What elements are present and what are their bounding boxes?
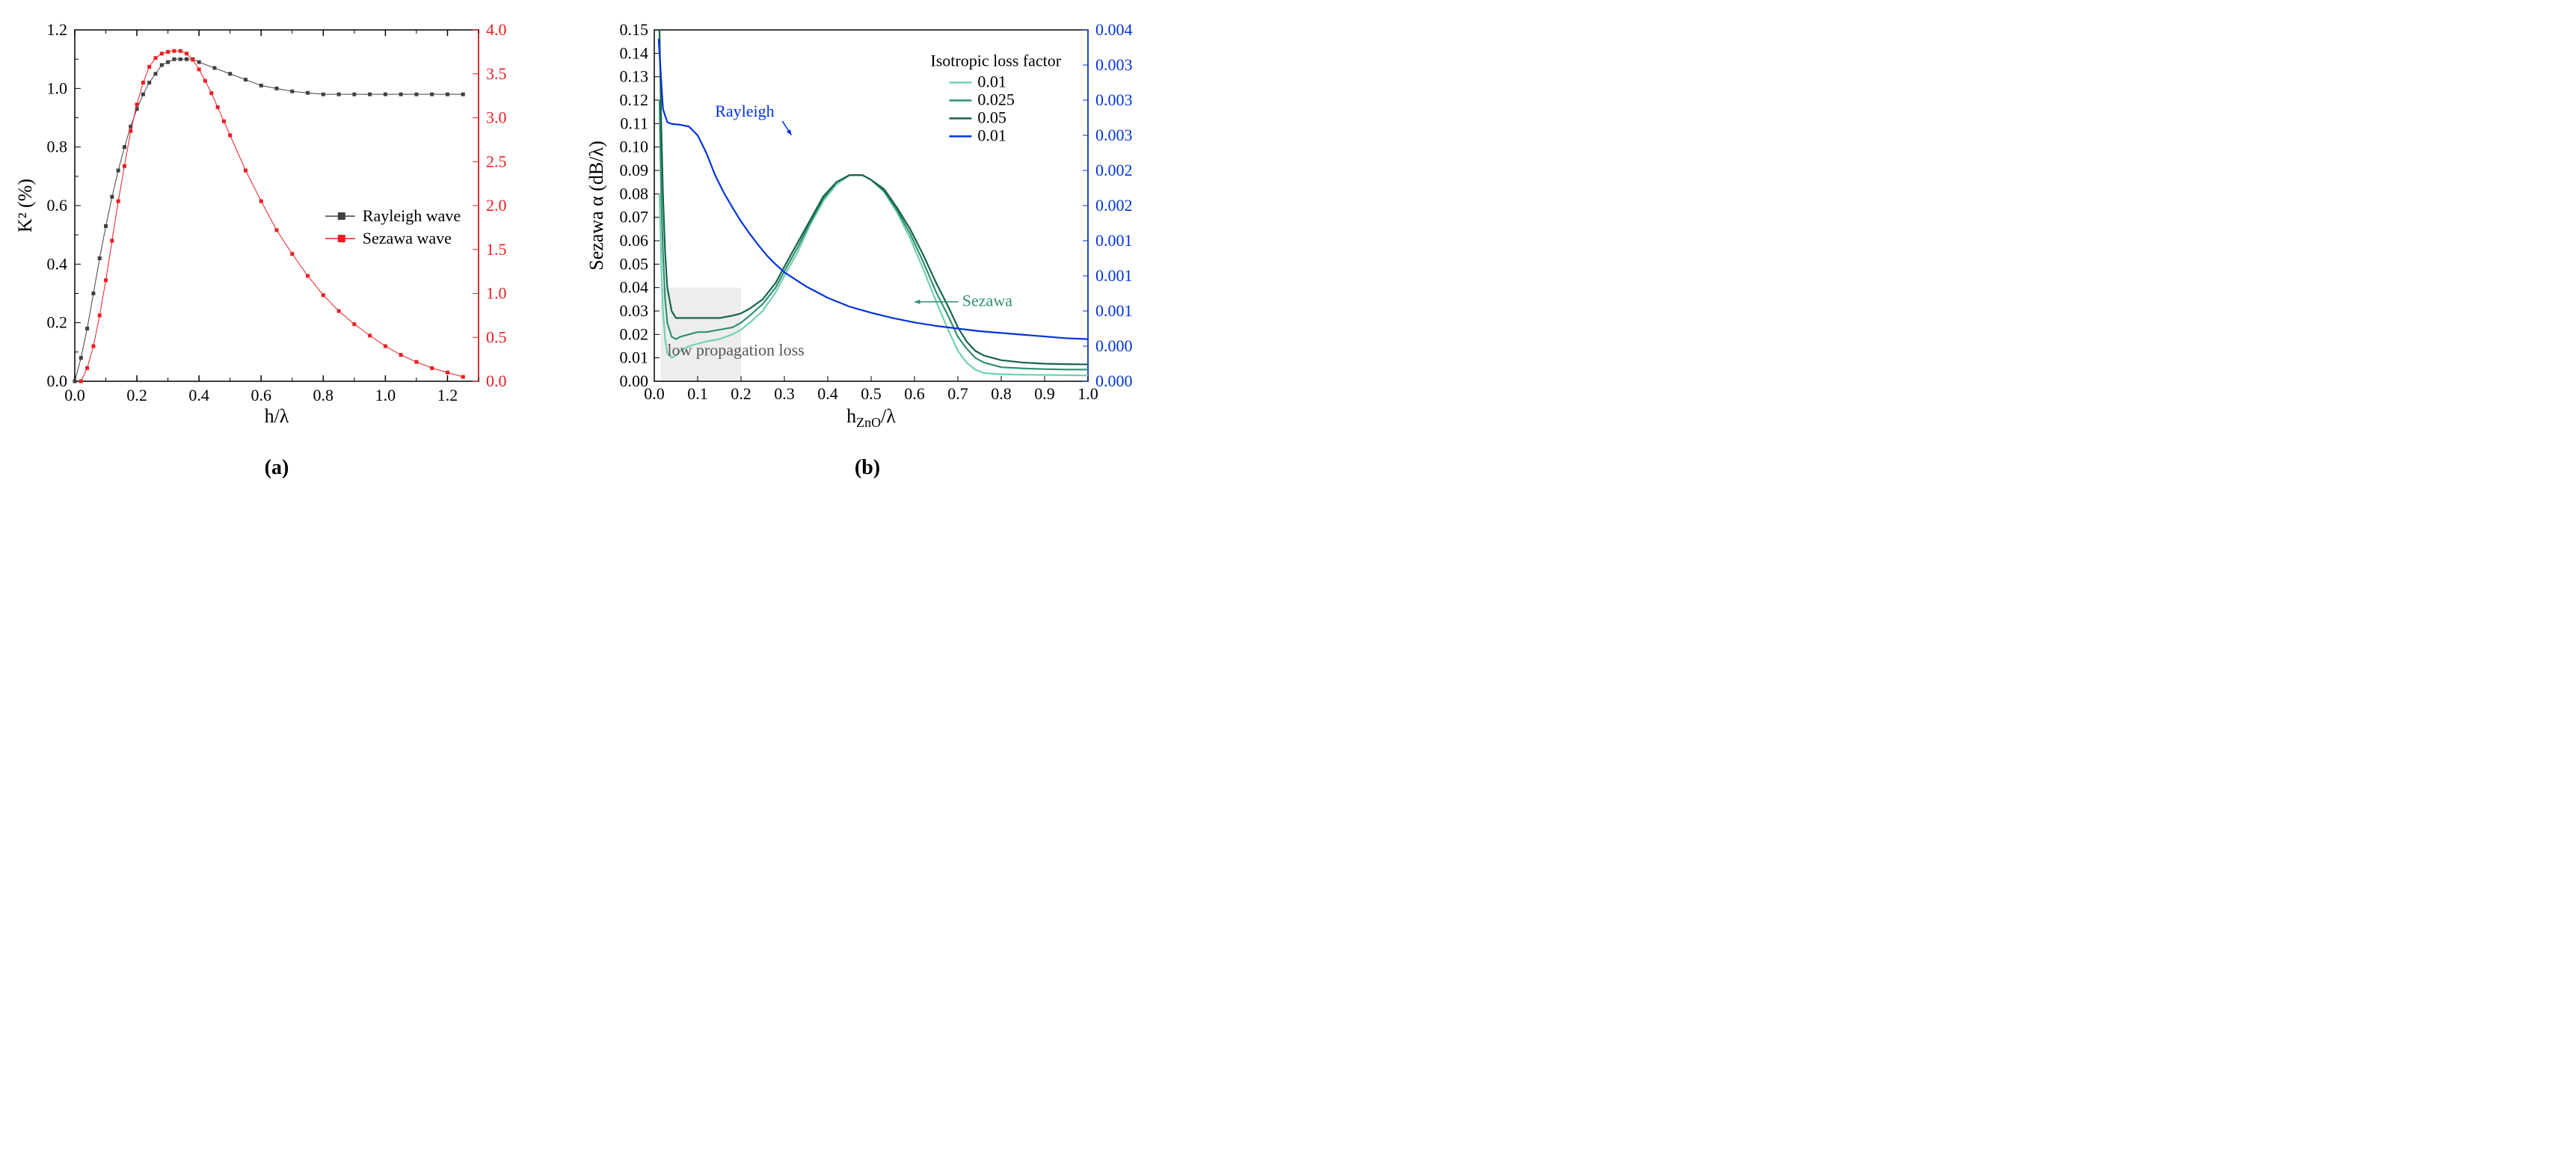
svg-text:0.10: 0.10 bbox=[620, 138, 649, 156]
svg-text:3.5: 3.5 bbox=[486, 64, 507, 83]
panel-b: 0.00.10.20.30.40.50.60.70.80.91.00.000.0… bbox=[583, 15, 1152, 480]
svg-text:0.3: 0.3 bbox=[774, 384, 795, 403]
svg-text:0.5: 0.5 bbox=[486, 327, 507, 346]
svg-text:0.2: 0.2 bbox=[126, 386, 147, 404]
svg-text:0.003: 0.003 bbox=[1095, 126, 1133, 144]
svg-text:0.13: 0.13 bbox=[620, 67, 649, 86]
svg-text:0.01: 0.01 bbox=[977, 126, 1006, 144]
svg-text:0.001: 0.001 bbox=[1095, 266, 1133, 285]
chart-b-wrap: 0.00.10.20.30.40.50.60.70.80.91.00.000.0… bbox=[583, 15, 1152, 434]
svg-text:0.003: 0.003 bbox=[1095, 55, 1133, 74]
svg-text:0.5: 0.5 bbox=[861, 384, 882, 403]
svg-text:0.6: 0.6 bbox=[47, 196, 68, 215]
svg-text:1.5: 1.5 bbox=[486, 240, 507, 259]
svg-text:0.11: 0.11 bbox=[620, 114, 648, 132]
svg-text:0.03: 0.03 bbox=[620, 301, 649, 320]
svg-text:0.00: 0.00 bbox=[620, 372, 649, 390]
svg-text:1.0: 1.0 bbox=[375, 386, 396, 404]
chart-b: 0.00.10.20.30.40.50.60.70.80.91.00.000.0… bbox=[583, 15, 1152, 434]
svg-text:0.2: 0.2 bbox=[47, 313, 68, 332]
svg-text:0.001: 0.001 bbox=[1095, 301, 1133, 320]
svg-text:0.15: 0.15 bbox=[620, 20, 649, 39]
chart-a-wrap: 0.0 0.2 0.4 0.6 0.8 1.0 1.2 0.0 0.2 0.4 0.6 0.8 1.0 1… bbox=[15, 15, 538, 434]
svg-text:0.12: 0.12 bbox=[620, 90, 649, 109]
svg-text:0.4: 0.4 bbox=[188, 386, 209, 404]
svg-text:Isotropic loss factor: Isotropic loss factor bbox=[930, 51, 1061, 70]
svg-text:0.06: 0.06 bbox=[620, 231, 649, 250]
svg-text:0.02: 0.02 bbox=[620, 324, 649, 343]
svg-text:0.8: 0.8 bbox=[313, 386, 334, 404]
svg-text:0.002: 0.002 bbox=[1095, 196, 1133, 215]
svg-text:2.0: 2.0 bbox=[486, 196, 507, 215]
svg-text:1.2: 1.2 bbox=[437, 386, 458, 404]
svg-text:0.002: 0.002 bbox=[1095, 161, 1133, 179]
sublabel-a: (a) bbox=[265, 456, 289, 480]
svg-text:0.01: 0.01 bbox=[620, 348, 649, 367]
svg-text:Sezawa α (dB/λ): Sezawa α (dB/λ) bbox=[585, 141, 607, 271]
svg-text:0.001: 0.001 bbox=[1095, 231, 1133, 250]
svg-text:0.2: 0.2 bbox=[731, 384, 751, 403]
svg-text:0.05: 0.05 bbox=[977, 108, 1006, 126]
svg-text:0.000: 0.000 bbox=[1095, 336, 1133, 355]
svg-text:3.0: 3.0 bbox=[486, 108, 507, 127]
svg-text:1.0: 1.0 bbox=[47, 78, 68, 97]
svg-text:0.025: 0.025 bbox=[977, 90, 1015, 108]
svg-text:0.14: 0.14 bbox=[620, 43, 649, 62]
svg-text:0.0: 0.0 bbox=[64, 386, 85, 404]
svg-text:0.09: 0.09 bbox=[620, 161, 649, 179]
svg-text:0.8: 0.8 bbox=[991, 384, 1012, 403]
svg-text:0.04: 0.04 bbox=[620, 278, 649, 297]
svg-text:Rayleigh: Rayleigh bbox=[715, 102, 774, 120]
svg-text:K² (%): K² (%) bbox=[15, 179, 36, 233]
svg-text:Sezawa: Sezawa bbox=[962, 292, 1012, 310]
svg-text:2.5: 2.5 bbox=[486, 152, 507, 170]
svg-text:0.7: 0.7 bbox=[947, 384, 968, 403]
svg-text:0.0: 0.0 bbox=[47, 372, 68, 390]
svg-text:0.01: 0.01 bbox=[977, 72, 1006, 90]
svg-text:low propagation loss: low propagation loss bbox=[667, 341, 804, 360]
svg-text:0.6: 0.6 bbox=[250, 386, 271, 404]
svg-text:4.0: 4.0 bbox=[486, 20, 507, 39]
svg-text:0.4: 0.4 bbox=[817, 384, 838, 403]
svg-text:0.05: 0.05 bbox=[620, 254, 649, 273]
svg-text:1.2: 1.2 bbox=[47, 20, 68, 39]
svg-text:0.004: 0.004 bbox=[1095, 20, 1133, 39]
panel-a: 0.0 0.2 0.4 0.6 0.8 1.0 1.2 0.0 0.2 0.4 0.6 0.8 1.0 1… bbox=[15, 15, 538, 480]
svg-text:1.0: 1.0 bbox=[486, 284, 507, 303]
svg-text:0.9: 0.9 bbox=[1034, 384, 1055, 403]
svg-text:hZnO/λ: hZnO/λ bbox=[846, 405, 896, 430]
svg-text:0.6: 0.6 bbox=[904, 384, 925, 403]
svg-text:0.0: 0.0 bbox=[486, 372, 507, 390]
svg-text:0.000: 0.000 bbox=[1095, 372, 1133, 390]
svg-text:Sezawa wave: Sezawa wave bbox=[363, 229, 452, 247]
svg-text:0.08: 0.08 bbox=[620, 184, 649, 203]
svg-text:h/λ: h/λ bbox=[265, 405, 289, 427]
svg-text:0.07: 0.07 bbox=[620, 208, 649, 227]
svg-text:0.003: 0.003 bbox=[1095, 90, 1133, 109]
chart-a: 0.0 0.2 0.4 0.6 0.8 1.0 1.2 0.0 0.2 0.4 0.6 0.8 1.0 1… bbox=[15, 15, 538, 434]
svg-text:0.1: 0.1 bbox=[687, 384, 708, 403]
svg-text:Rayleigh wave: Rayleigh wave bbox=[363, 206, 461, 225]
svg-text:0.4: 0.4 bbox=[47, 254, 68, 273]
sublabel-b: (b) bbox=[855, 456, 880, 480]
svg-text:0.8: 0.8 bbox=[47, 138, 68, 156]
